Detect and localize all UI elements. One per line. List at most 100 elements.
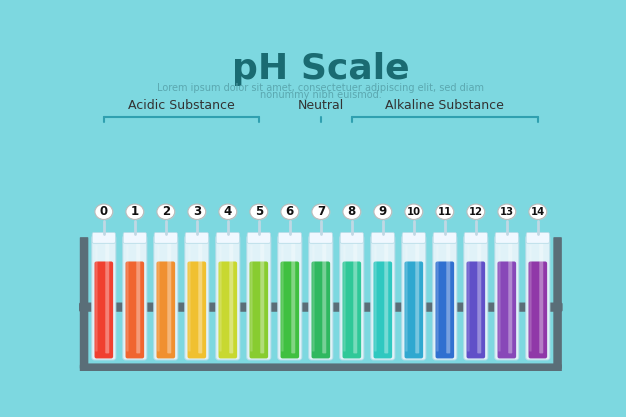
Ellipse shape [220,205,237,220]
FancyBboxPatch shape [353,243,357,354]
FancyBboxPatch shape [95,245,98,352]
FancyBboxPatch shape [281,245,284,352]
FancyBboxPatch shape [433,233,456,243]
FancyBboxPatch shape [371,233,394,243]
Text: 9: 9 [379,205,387,218]
FancyBboxPatch shape [260,243,264,354]
FancyBboxPatch shape [95,261,113,359]
Text: nonummy nibh euismod.: nonummy nibh euismod. [260,90,382,100]
FancyBboxPatch shape [79,302,563,312]
Text: Acidic Substance: Acidic Substance [128,99,235,112]
FancyBboxPatch shape [80,364,562,378]
FancyBboxPatch shape [436,245,439,352]
FancyBboxPatch shape [280,261,299,359]
Ellipse shape [188,204,206,219]
FancyBboxPatch shape [154,233,177,243]
Ellipse shape [468,205,486,220]
FancyBboxPatch shape [126,245,128,352]
Ellipse shape [158,205,175,220]
FancyBboxPatch shape [384,243,388,354]
Ellipse shape [250,204,268,219]
Text: 3: 3 [193,205,201,218]
FancyBboxPatch shape [216,233,240,243]
Ellipse shape [374,204,392,219]
Ellipse shape [313,205,331,220]
FancyBboxPatch shape [508,243,512,354]
Ellipse shape [499,205,516,220]
FancyBboxPatch shape [477,243,481,354]
FancyBboxPatch shape [539,243,543,354]
Ellipse shape [188,205,207,220]
FancyBboxPatch shape [495,233,518,243]
Ellipse shape [498,204,516,219]
Text: 14: 14 [531,207,545,217]
FancyBboxPatch shape [446,243,450,354]
Text: 7: 7 [317,205,325,218]
Ellipse shape [126,205,145,220]
FancyBboxPatch shape [405,245,408,352]
FancyBboxPatch shape [250,261,268,359]
FancyBboxPatch shape [402,233,426,243]
FancyBboxPatch shape [185,233,208,243]
Text: Alkaline Substance: Alkaline Substance [386,99,505,112]
FancyBboxPatch shape [495,235,519,360]
FancyBboxPatch shape [374,261,392,359]
FancyBboxPatch shape [340,235,364,360]
Ellipse shape [343,204,361,219]
FancyBboxPatch shape [80,237,88,369]
FancyBboxPatch shape [218,261,237,359]
FancyBboxPatch shape [126,261,144,359]
FancyBboxPatch shape [136,243,140,354]
Text: Lorem ipsum dolor sit amet, consectetuer adipiscing elit, sed diam: Lorem ipsum dolor sit amet, consectetuer… [157,83,485,93]
FancyBboxPatch shape [291,243,295,354]
Ellipse shape [436,204,454,219]
FancyBboxPatch shape [404,261,423,359]
FancyBboxPatch shape [374,245,377,352]
FancyBboxPatch shape [526,233,550,243]
FancyBboxPatch shape [312,245,314,352]
FancyBboxPatch shape [154,235,178,360]
FancyBboxPatch shape [92,235,116,360]
Ellipse shape [467,204,485,219]
Ellipse shape [375,205,393,220]
FancyBboxPatch shape [156,261,175,359]
FancyBboxPatch shape [436,261,454,359]
FancyBboxPatch shape [498,245,501,352]
FancyBboxPatch shape [464,233,488,243]
Text: Neutral: Neutral [298,99,344,112]
FancyBboxPatch shape [553,237,562,369]
Ellipse shape [530,205,548,220]
FancyBboxPatch shape [247,235,271,360]
FancyBboxPatch shape [498,261,516,359]
Text: 1: 1 [131,205,139,218]
FancyBboxPatch shape [188,245,190,352]
FancyBboxPatch shape [467,245,470,352]
Ellipse shape [95,204,113,219]
FancyBboxPatch shape [466,261,485,359]
FancyBboxPatch shape [216,235,240,360]
FancyBboxPatch shape [312,261,330,359]
FancyBboxPatch shape [342,261,361,359]
Ellipse shape [405,204,423,219]
FancyBboxPatch shape [247,233,270,243]
FancyBboxPatch shape [309,233,332,243]
FancyBboxPatch shape [157,245,160,352]
Ellipse shape [282,205,299,220]
Ellipse shape [406,205,424,220]
FancyBboxPatch shape [343,245,346,352]
Ellipse shape [437,205,454,220]
FancyBboxPatch shape [530,245,531,352]
Text: 8: 8 [347,205,356,218]
FancyBboxPatch shape [278,235,302,360]
FancyBboxPatch shape [167,243,172,354]
FancyBboxPatch shape [528,261,547,359]
Ellipse shape [312,204,330,219]
Text: 4: 4 [223,205,232,218]
FancyBboxPatch shape [229,243,233,354]
Text: 13: 13 [500,207,514,217]
Text: pH Scale: pH Scale [232,52,409,85]
FancyBboxPatch shape [464,235,488,360]
FancyBboxPatch shape [309,235,333,360]
Ellipse shape [344,205,361,220]
Text: 2: 2 [162,205,170,218]
